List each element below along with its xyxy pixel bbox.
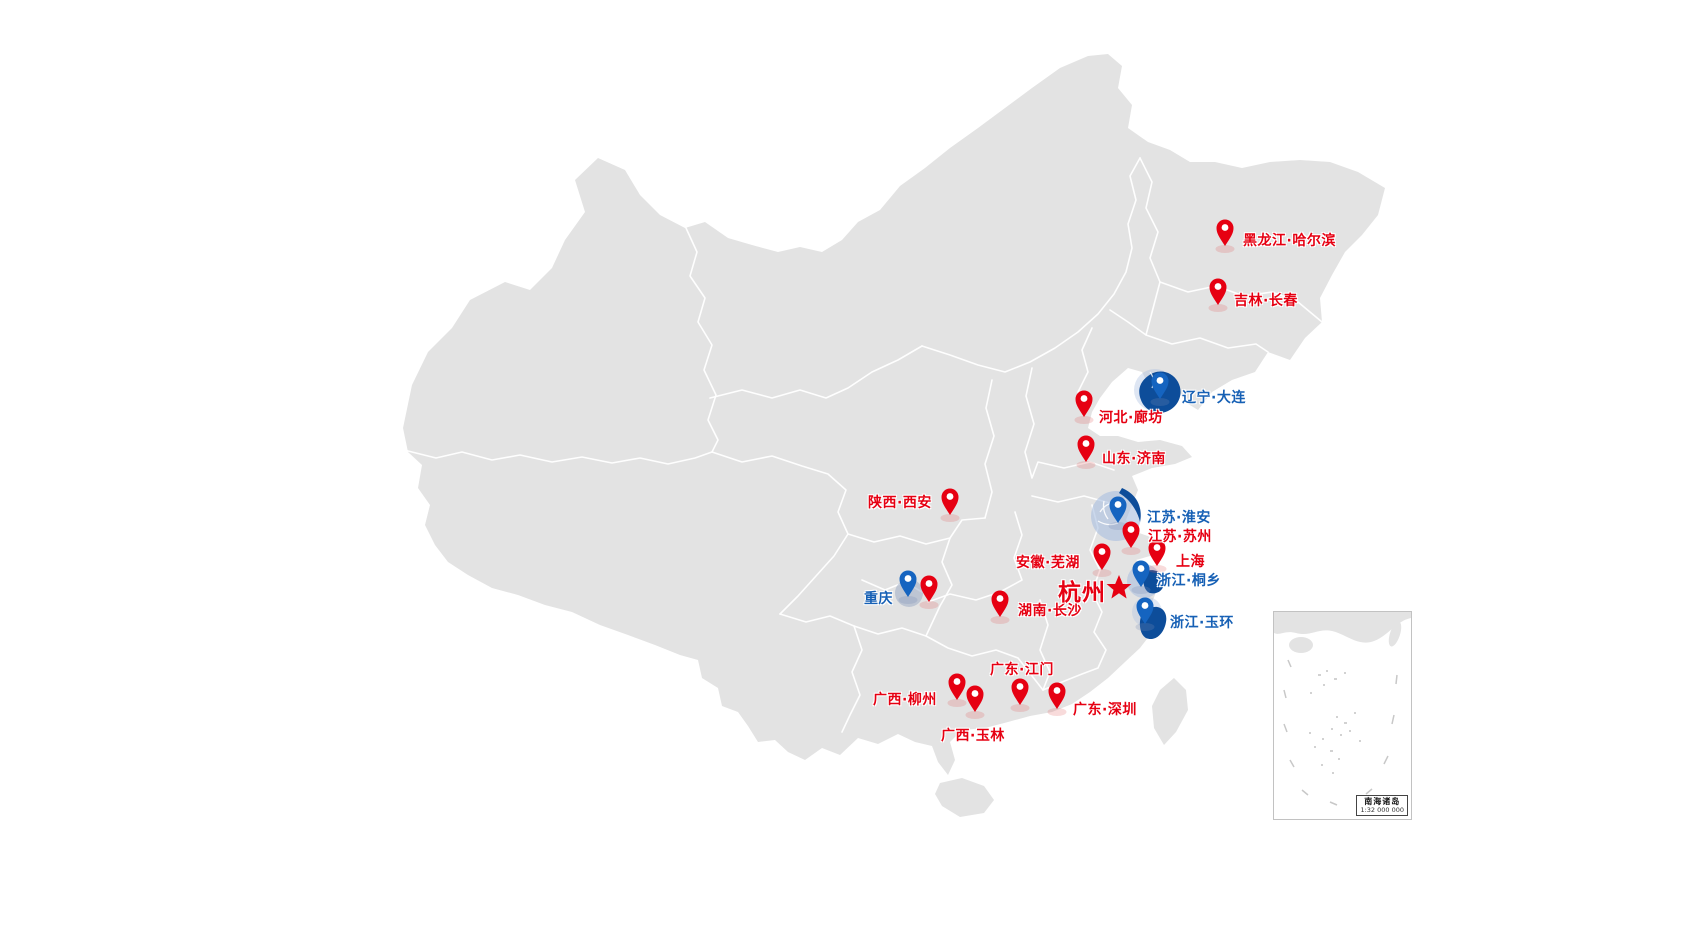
pin-shaanxi-xian[interactable]: [938, 487, 962, 523]
label-chongqing: 重庆: [864, 591, 893, 607]
label-jiangsu-suzhou: 江苏·苏州: [1148, 529, 1212, 545]
headquarters-label: 杭州: [1058, 580, 1106, 606]
label-zhejiang-yuhuan: 浙江·玉环: [1170, 615, 1234, 631]
hangzhou-bay-region: [1143, 570, 1165, 594]
jiangsu-coast-region: [1119, 488, 1141, 522]
pin-chongqing-red[interactable]: [917, 574, 941, 610]
pin-zhejiang-tongxiang[interactable]: [1129, 559, 1153, 595]
pin-hunan-changsha[interactable]: [988, 589, 1012, 625]
pin-guangdong-shenzhen[interactable]: [1045, 681, 1069, 717]
province-borders: [403, 157, 1323, 733]
label-hunan-changsha: 湖南·长沙: [1018, 603, 1082, 619]
inset-hainan-shape: [1289, 637, 1313, 653]
label-shandong-jinan: 山东·济南: [1102, 451, 1166, 467]
south-china-sea-inset: 南海诸岛 1:32 000 000: [1273, 611, 1412, 820]
inset-title: 南海诸岛: [1364, 797, 1401, 807]
pin-zhejiang-yuhuan[interactable]: [1133, 596, 1157, 632]
label-guangxi-liuzhou: 广西·柳州: [873, 692, 937, 708]
pin-heilongjiang-haerbin[interactable]: [1213, 218, 1237, 254]
inset-scale-box: 南海诸岛 1:32 000 000: [1356, 795, 1408, 816]
label-hebei-langfang: 河北·廊坊: [1099, 410, 1163, 426]
label-heilongjiang-haerbin: 黑龙江·哈尔滨: [1243, 233, 1336, 249]
pin-guangxi-yulin[interactable]: [963, 684, 987, 720]
pin-hebei-langfang[interactable]: [1072, 389, 1096, 425]
pin-shanghai[interactable]: [1145, 538, 1169, 574]
inset-taiwan-shape: [1388, 621, 1402, 647]
label-zhejiang-tongxiang: 浙江·桐乡: [1157, 573, 1221, 589]
inset-boundary-dashes: [1283, 659, 1398, 806]
taiwan-island-shape: [1152, 678, 1188, 745]
hainan-island-shape: [935, 778, 994, 817]
label-shaanxi-xian: 陕西·西安: [868, 495, 932, 511]
label-jiangsu-huaian: 江苏·淮安: [1147, 510, 1211, 526]
pin-anhui-wuhu[interactable]: [1090, 542, 1114, 578]
inset-scale: 1:32 000 000: [1360, 805, 1404, 814]
label-anhui-wuhu: 安徽·芜湖: [1016, 555, 1080, 571]
inset-coast-shape: [1274, 612, 1411, 643]
pin-liaoning-dalian[interactable]: [1148, 371, 1172, 407]
mainland-shape: [403, 54, 1385, 775]
inset-map: [1274, 612, 1411, 806]
hangzhou-star-icon[interactable]: [1104, 573, 1134, 603]
label-guangdong-shenzhen: 广东·深圳: [1073, 702, 1137, 718]
label-guangxi-yulin: 广西·玉林: [941, 728, 1005, 744]
pin-jiangsu-suzhou[interactable]: [1119, 520, 1143, 556]
label-liaoning-dalian: 辽宁·大连: [1182, 390, 1246, 406]
pin-jilin-changchun[interactable]: [1206, 277, 1230, 313]
label-guangdong-jiangmen: 广东·江门: [990, 662, 1054, 678]
label-shanghai: 上海: [1176, 554, 1205, 570]
pin-guangdong-jiangmen[interactable]: [1008, 677, 1032, 713]
label-jilin-changchun: 吉林·长春: [1234, 293, 1298, 309]
inset-islands: [1309, 670, 1361, 774]
pin-chongqing[interactable]: [896, 569, 920, 605]
pin-shandong-jinan[interactable]: [1074, 434, 1098, 470]
pin-guangxi-liuzhou[interactable]: [945, 672, 969, 708]
